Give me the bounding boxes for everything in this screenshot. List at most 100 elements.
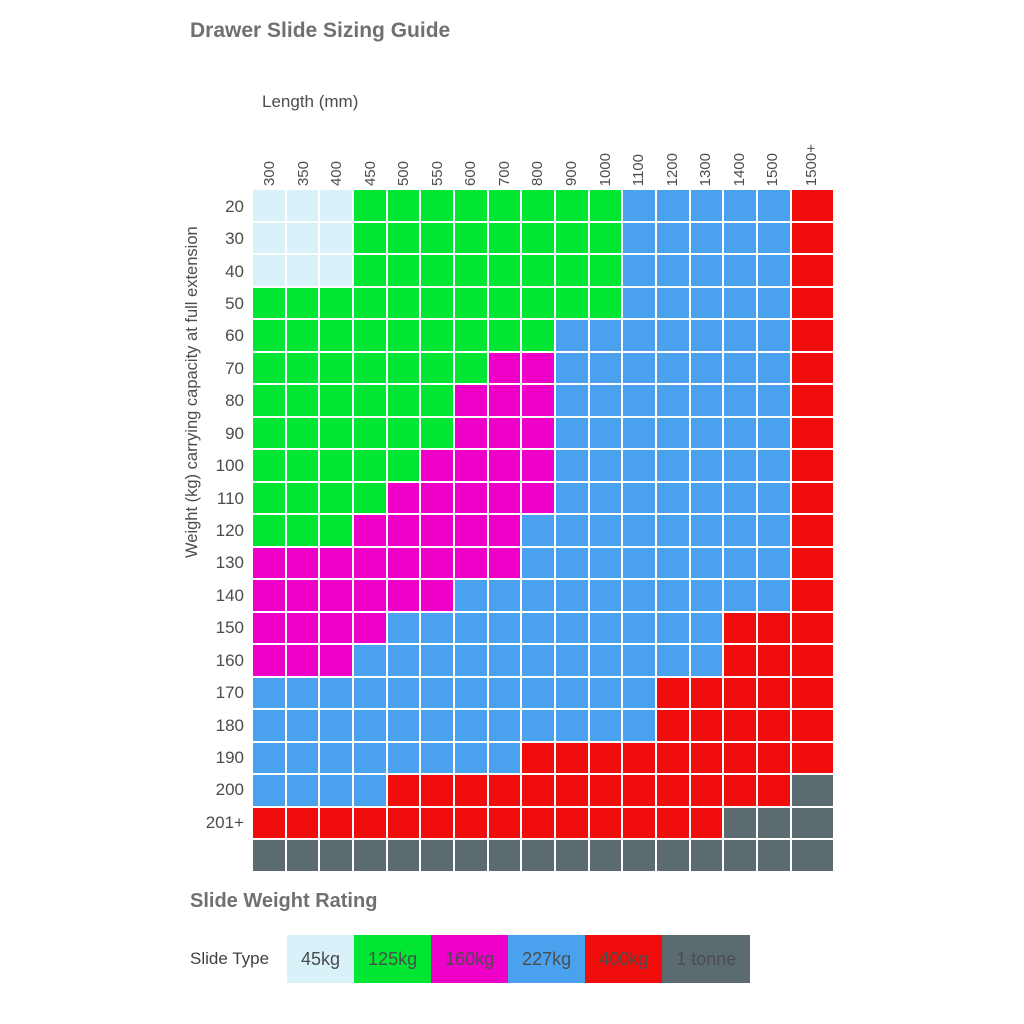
grid-cell [623,417,656,449]
grid-cell [623,677,656,709]
grid-cell [488,515,521,546]
grid-cell [286,742,319,774]
grid-cell [354,482,386,514]
legend-swatch-227kg: 227kg [508,935,586,983]
grid-cell [320,222,353,254]
grid-cell [690,807,723,839]
grid-cell [253,515,285,546]
grid-cell [791,547,833,579]
grid-cell [387,840,420,871]
grid-cell [724,417,757,449]
grid-cell [556,255,588,286]
x-tick: 550 [421,128,455,186]
grid-cell [690,775,723,806]
x-tick: 1300 [689,128,723,186]
grid-cell [522,515,555,546]
grid-cell [623,710,656,741]
grid-cell [556,775,588,806]
grid-cell [286,840,319,871]
grid-cell [320,320,353,351]
grid-cell [488,287,521,319]
grid-cell [589,222,622,254]
grid-cell [522,320,555,351]
grid-cell [690,710,723,741]
y-tick-label: 40 [225,261,244,281]
grid-cell [791,320,833,351]
grid-cell [286,222,319,254]
grid-cell [690,352,723,384]
grid-cell [724,645,757,676]
grid-cell [455,352,487,384]
heatmap-grid [253,190,833,871]
y-axis-labels: 20 30 40 50 60 70 80 90 100 110 120 130 140 150 160 170… [150,190,244,871]
grid-cell [522,385,555,416]
grid-cell [623,385,656,416]
y-tick-label: 190 [215,747,244,767]
grid-cell [724,612,757,644]
grid-cell [253,775,285,806]
grid-cell [791,287,833,319]
grid-cell [421,807,454,839]
grid-cell [253,222,285,254]
grid-cell [286,547,319,579]
grid-cell [455,645,487,676]
grid-cell [320,417,353,449]
grid-cell [387,612,420,644]
grid-cell [253,710,285,741]
grid-cell [421,645,454,676]
grid-cell [522,222,555,254]
grid-cell [657,580,689,611]
y-tick-label: 201+ [205,812,244,832]
grid-cell [758,710,790,741]
grid-cell [522,287,555,319]
grid-cell [556,580,588,611]
x-tick-label: 700 [495,160,513,186]
grid-cell [556,417,588,449]
grid-cell [556,807,588,839]
grid-cell [556,320,588,351]
grid-cell [623,515,656,546]
grid-cell [286,612,319,644]
x-tick: 700 [488,128,522,186]
grid-cell [320,482,353,514]
grid-cell [488,742,521,774]
grid-cell [623,645,656,676]
grid-cell [253,482,285,514]
grid-cell [387,547,420,579]
y-tick-label: 80 [225,391,244,411]
grid-cell [354,775,386,806]
y-tick-label: 140 [215,585,244,605]
grid-cell [657,417,689,449]
grid-cell [690,222,723,254]
grid-cell [758,450,790,481]
grid-cell [758,677,790,709]
y-tick-label: 20 [225,196,244,216]
grid-cell [589,580,622,611]
grid-cell [354,547,386,579]
grid-cell [354,677,386,709]
grid-cell [522,612,555,644]
grid-cell [589,352,622,384]
grid-cell [589,710,622,741]
grid-cell [286,677,319,709]
grid-cell [421,612,454,644]
grid-cell [522,645,555,676]
x-tick: 1400 [722,128,756,186]
grid-cell [253,612,285,644]
grid-cell [724,775,757,806]
grid-cell [556,482,588,514]
grid-cell [589,287,622,319]
grid-cell [387,677,420,709]
grid-cell [657,775,689,806]
grid-cell [354,580,386,611]
grid-cell [455,320,487,351]
x-tick-label: 400 [328,160,346,186]
grid-cell [253,385,285,416]
x-tick: 1500+ [789,128,833,186]
grid-cell [421,742,454,774]
x-tick: 300 [253,128,287,186]
grid-cell [455,742,487,774]
grid-cell [387,515,420,546]
grid-cell [791,807,833,839]
grid-cell [354,612,386,644]
